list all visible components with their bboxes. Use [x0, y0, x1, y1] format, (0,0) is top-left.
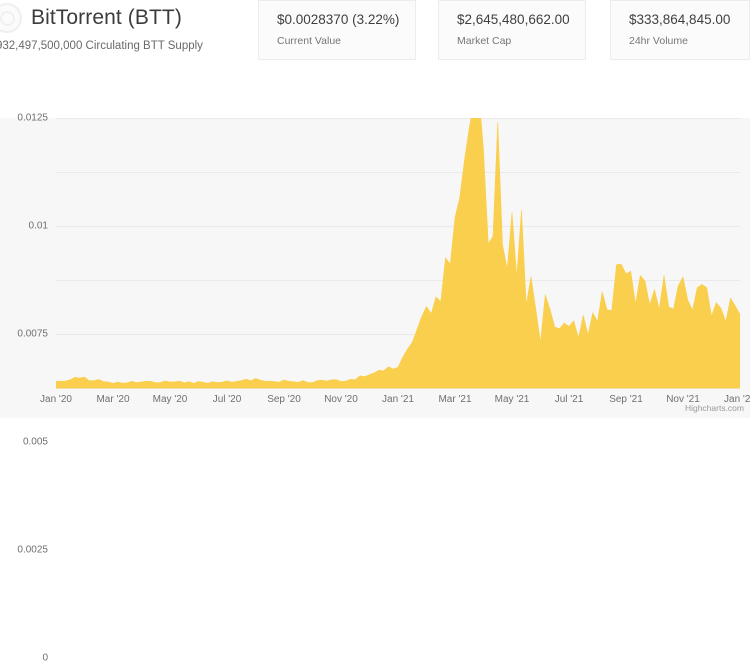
stat-card-value: $0.0028370 (3.22%)	[277, 12, 400, 27]
y-axis-tick-label: 0.0125	[17, 112, 48, 124]
x-axis-tick-label: May '20	[152, 394, 188, 405]
x-axis-tick-label: Mar '20	[96, 394, 130, 405]
x-axis-tick-label: Jan '20	[40, 394, 72, 405]
x-axis-tick-label: Nov '20	[324, 394, 358, 405]
y-axis-tick-label: 0.01	[28, 220, 48, 232]
x-axis-tick-label: Mar '21	[438, 394, 472, 405]
stat-card-label: Market Cap	[457, 35, 512, 47]
stat-card-current-value: $0.0028370 (3.22%) Current Value	[258, 0, 416, 60]
x-axis-tick-label: Sep '21	[609, 394, 643, 405]
y-axis-tick-label: 0	[42, 652, 48, 664]
highcharts-credit: Highcharts.com	[684, 403, 744, 413]
x-axis-tick-label: Sep '20	[267, 394, 301, 405]
page-header: BitTorrent (BTT) 932,497,500,000 Circula…	[0, 0, 750, 118]
stat-card-value: $2,645,480,662.00	[457, 12, 570, 27]
coin-title-row: BitTorrent (BTT)	[0, 3, 182, 33]
y-axis-tick-label: 0.0025	[17, 544, 48, 556]
stat-card-label: Current Value	[277, 35, 342, 47]
x-axis-tick-label: Jan '22	[724, 394, 750, 405]
y-gridline: 0.0075	[17, 226, 740, 340]
y-axis-tick-label: 0.005	[22, 436, 48, 448]
y-axis-tick-label: 0.0075	[17, 328, 48, 340]
x-axis-line	[56, 388, 740, 389]
stat-card-label: 24hr Volume	[629, 35, 688, 47]
bittorrent-circle-logo-icon	[0, 3, 22, 33]
x-axis-tick-label: Jul '21	[554, 394, 584, 405]
circulating-supply-text: 932,497,500,000 Circulating BTT Supply	[0, 40, 203, 52]
stat-card-market-cap: $2,645,480,662.00 Market Cap	[438, 0, 586, 60]
price-area-series	[56, 118, 740, 388]
x-axis-tick-label: Nov '21	[666, 394, 700, 405]
stat-card-value: $333,864,845.00	[629, 12, 731, 27]
coin-identity-block: BitTorrent (BTT) 932,497,500,000 Circula…	[0, 0, 250, 70]
stat-card-24hr-volume: $333,864,845.00 24hr Volume	[610, 0, 750, 60]
x-axis-tick-label: May '21	[494, 394, 530, 405]
price-chart-panel: 0 0.0025 0.005 0.0075 0.01 0.0125	[0, 113, 750, 664]
y-gridline: 0.01	[29, 172, 740, 232]
x-axis-tick-label: Jul '20	[212, 394, 242, 405]
x-axis-tick-label: Jan '21	[382, 394, 414, 405]
page-title: BitTorrent (BTT)	[31, 6, 182, 29]
price-area-path	[56, 118, 740, 388]
y-gridline: 0.0125	[17, 113, 740, 124]
